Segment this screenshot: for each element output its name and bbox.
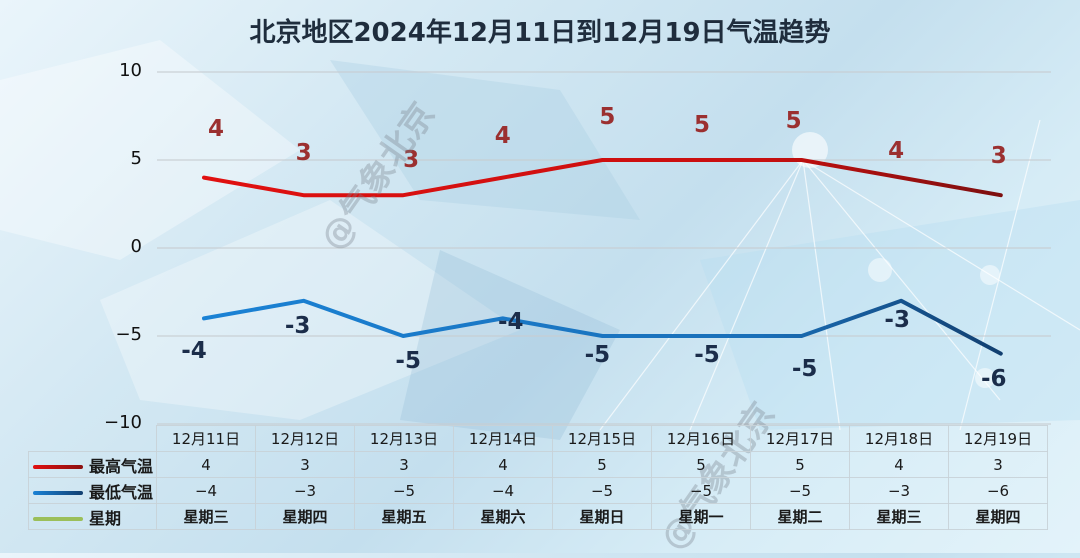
table-cell: −4 [156,477,256,504]
low-temperature-line [202,298,1003,356]
legend-swatch-red [33,465,83,469]
table-cell: −5 [354,477,454,504]
table-cell: 星期日 [552,503,652,530]
table-cell: −5 [750,477,850,504]
table-cell: 4 [453,451,553,478]
date-header: 12月19日 [948,425,1048,452]
table-row-low: 最低气温 −4 −3 −5 −4 −5 −5 −5 −3 −6 [28,477,1048,504]
legend-low: 最低气温 [28,477,157,504]
y-tick-10: 10 [119,60,142,81]
table-cell: 星期三 [156,503,256,530]
high-temp-label: 5 [693,112,710,138]
legend-high: 最高气温 [28,451,157,478]
high-temp-label: 3 [403,147,420,174]
table-cell: −6 [948,477,1048,504]
date-header: 12月18日 [849,425,949,452]
date-header: 12月13日 [354,425,454,452]
high-temp-label: 5 [599,104,616,130]
table-cell: −5 [651,477,751,504]
legend-label: 星期 [89,508,122,528]
low-temp-label: -4 [498,309,524,336]
table-cell: 星期一 [651,503,751,530]
table-cell: 4 [849,451,949,478]
table-corner [29,426,157,452]
legend-swatch-blue [33,491,83,495]
legend-label: 最低气温 [89,482,154,502]
date-header: 12月14日 [453,425,553,452]
high-temperature-line [202,158,1003,198]
table-cell: −3 [849,477,949,504]
low-temp-label: -3 [884,306,910,333]
table-cell: −3 [255,477,355,504]
table-cell: 星期四 [255,503,355,530]
date-header: 12月11日 [156,425,256,452]
legend-weekday: 星期 [28,503,157,530]
date-header: 12月12日 [255,425,355,452]
legend-swatch-green [33,517,83,521]
table-cell: 4 [156,451,256,478]
chart-title: 北京地区2024年12月11日到12月19日气温趋势 [249,18,831,48]
table-cell: 星期三 [849,503,949,530]
table-cell: 星期五 [354,503,454,530]
high-temp-label: 4 [494,122,511,149]
data-table: 12月11日 12月12日 12月13日 12月14日 12月15日 12月16… [28,425,1048,530]
high-temp-label: 4 [888,137,905,164]
legend-label: 最高气温 [89,456,154,476]
y-tick-minus10: −10 [104,412,142,433]
y-tick-0: 0 [130,236,142,257]
table-cell: 星期二 [750,503,850,530]
high-temp-label: 3 [990,143,1007,170]
low-temp-label: -5 [584,342,611,368]
table-cell: 3 [255,451,355,478]
date-header: 12月17日 [750,425,850,452]
table-cell: 5 [552,451,652,478]
y-tick-5: 5 [130,148,142,169]
high-temp-label: 3 [295,140,312,167]
low-temp-label: -5 [395,348,421,374]
table-cell: −5 [552,477,652,504]
low-temp-label: -6 [981,365,1007,392]
table-cell: 5 [750,451,850,478]
low-temp-label: -5 [791,356,818,382]
table-row-high: 最高气温 4 3 3 4 5 5 5 4 3 [28,451,1048,478]
table-cell: 星期六 [453,503,553,530]
low-temp-label: -3 [284,312,311,339]
table-cell: 5 [651,451,751,478]
table-cell: 星期四 [948,503,1048,530]
low-temp-label: -4 [181,338,207,365]
high-temp-label: 4 [207,115,224,142]
y-tick-minus5: −5 [115,324,142,345]
table-header-row: 12月11日 12月12日 12月13日 12月14日 12月15日 12月16… [29,425,1048,452]
table-row-weekday: 星期 星期三 星期四 星期五 星期六 星期日 星期一 星期二 星期三 星期四 [28,503,1048,530]
date-header: 12月15日 [552,425,652,452]
low-temp-label: -5 [694,342,720,368]
high-temp-label: 5 [785,108,802,134]
table-cell: 3 [354,451,454,478]
table-cell: 3 [948,451,1048,478]
date-header: 12月16日 [651,425,751,452]
table-cell: −4 [453,477,553,504]
